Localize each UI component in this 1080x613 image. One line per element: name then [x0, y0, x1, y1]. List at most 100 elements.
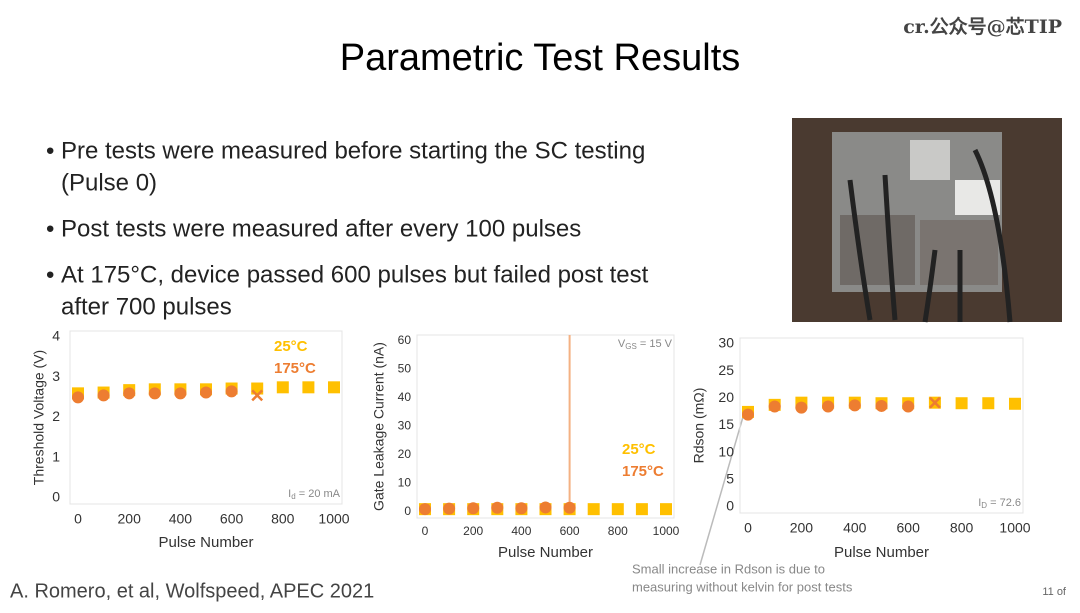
x-tick-label: 200 [118, 511, 142, 527]
bullet-text: after 700 pulses [61, 293, 232, 320]
y-tick-label: 4 [52, 328, 60, 344]
plot-frame [416, 334, 675, 519]
y-tick-label: 2 [52, 408, 60, 424]
data-point [768, 400, 781, 413]
data-point [148, 387, 161, 400]
annotation-rest: = 15 V [637, 338, 673, 350]
x-tick-label: 200 [463, 524, 483, 538]
x-axis-label: Pulse Number [498, 544, 593, 561]
y-tick-label: 30 [398, 419, 412, 433]
x-tick-label: 200 [790, 520, 814, 536]
bullet-text: Post tests were measured after every 100… [61, 215, 581, 242]
data-point [515, 502, 528, 515]
data-point [822, 400, 835, 413]
chart: 0 1 2 3 4 0 200 400 600 800 1000 Threshold Voltage … [31, 328, 350, 551]
data-point [467, 502, 480, 515]
bullet-text: Pre tests were measured before starting … [61, 137, 645, 164]
legend-entry: 25°C [622, 441, 656, 458]
data-point [251, 389, 264, 402]
y-tick-label: 10 [398, 476, 412, 490]
legend-entry: 175°C [274, 360, 316, 377]
data-point [848, 399, 861, 412]
bullet-text: (Pulse 0) [61, 169, 157, 196]
note-arrow [699, 409, 746, 566]
slide-title: Parametric Test Results [340, 37, 741, 79]
x-tick-label: 1000 [653, 524, 680, 538]
y-tick-label: 50 [398, 362, 412, 376]
x-tick-label: 800 [608, 524, 628, 538]
data-point [72, 391, 84, 404]
data-point [955, 397, 968, 410]
annotation: ID = 72.6 [978, 497, 1021, 510]
data-point [174, 387, 187, 400]
y-tick-label: 5 [726, 471, 734, 487]
annotation: VGS = 15 V [618, 338, 673, 351]
x-tick-label: 800 [950, 520, 974, 536]
y-tick-label: 3 [52, 368, 60, 384]
x-tick-label: 0 [74, 511, 82, 527]
y-tick-label: 0 [726, 498, 734, 514]
x-tick-label: 0 [744, 520, 752, 536]
page-number: 11 of [1042, 586, 1067, 598]
data-point [929, 396, 941, 409]
plot-frame [69, 330, 343, 505]
x-axis-label: Pulse Number [158, 534, 253, 551]
data-point [635, 503, 648, 516]
y-axis-label: Gate Leakage Current (nA) [371, 342, 387, 511]
x-tick-label: 400 [169, 511, 193, 527]
y-tick-label: 10 [718, 443, 734, 459]
watermark: cr.公众号@芯TIP [903, 15, 1062, 38]
x-tick-label: 800 [271, 511, 295, 527]
annotation-main: V [618, 338, 626, 350]
y-axis-label: Rdson (mΩ) [691, 388, 707, 464]
data-point [491, 501, 504, 514]
data-point [742, 408, 754, 421]
annotation-main: I [978, 497, 981, 509]
annotation-rest: = 72.6 [987, 497, 1021, 509]
x-tick-label: 600 [560, 524, 580, 538]
bullet-dot: • [46, 215, 54, 242]
bullet-list: • Pre tests were measured before starting… [46, 137, 649, 320]
note-line: measuring without kelvin for post tests [632, 579, 853, 594]
data-point [225, 385, 238, 398]
photo [792, 118, 1062, 323]
y-tick-label: 0 [404, 504, 411, 518]
y-tick-label: 0 [52, 489, 60, 505]
data-point [443, 502, 456, 515]
data-point [611, 503, 624, 516]
data-point [123, 387, 136, 400]
annotation-rest: = 20 mA [296, 488, 341, 500]
data-point [660, 503, 672, 516]
note: Small increase in Rdson is due to measuri… [632, 561, 853, 594]
x-tick-label: 1000 [318, 511, 349, 527]
y-axis-label: Threshold Voltage (V) [31, 350, 47, 485]
data-point [587, 503, 600, 516]
y-tick-label: 30 [718, 335, 734, 351]
x-tick-label: 600 [220, 511, 244, 527]
annotation: Id = 20 mA [288, 488, 341, 501]
bullet-dot: • [46, 137, 54, 164]
legend-entry: 175°C [622, 463, 664, 480]
x-tick-label: 0 [422, 524, 429, 538]
x-axis-label: Pulse Number [834, 544, 929, 561]
data-point [875, 399, 888, 412]
data-point [419, 503, 431, 516]
y-tick-label: 25 [718, 362, 734, 378]
y-tick-label: 40 [398, 390, 412, 404]
note-line: Small increase in Rdson is due to [632, 561, 825, 576]
data-point [902, 400, 915, 413]
data-point [302, 381, 315, 394]
data-point [97, 389, 110, 402]
data-point [982, 397, 995, 410]
data-point [1009, 397, 1021, 410]
y-tick-label: 60 [398, 333, 412, 347]
bullet-text: At 175°C, device passed 600 pulses but f… [61, 261, 649, 288]
data-point [276, 381, 289, 394]
annotation-sub: D [981, 501, 987, 510]
bullet-dot: • [46, 261, 54, 288]
x-tick-label: 400 [843, 520, 867, 536]
plot-frame [739, 337, 1024, 514]
